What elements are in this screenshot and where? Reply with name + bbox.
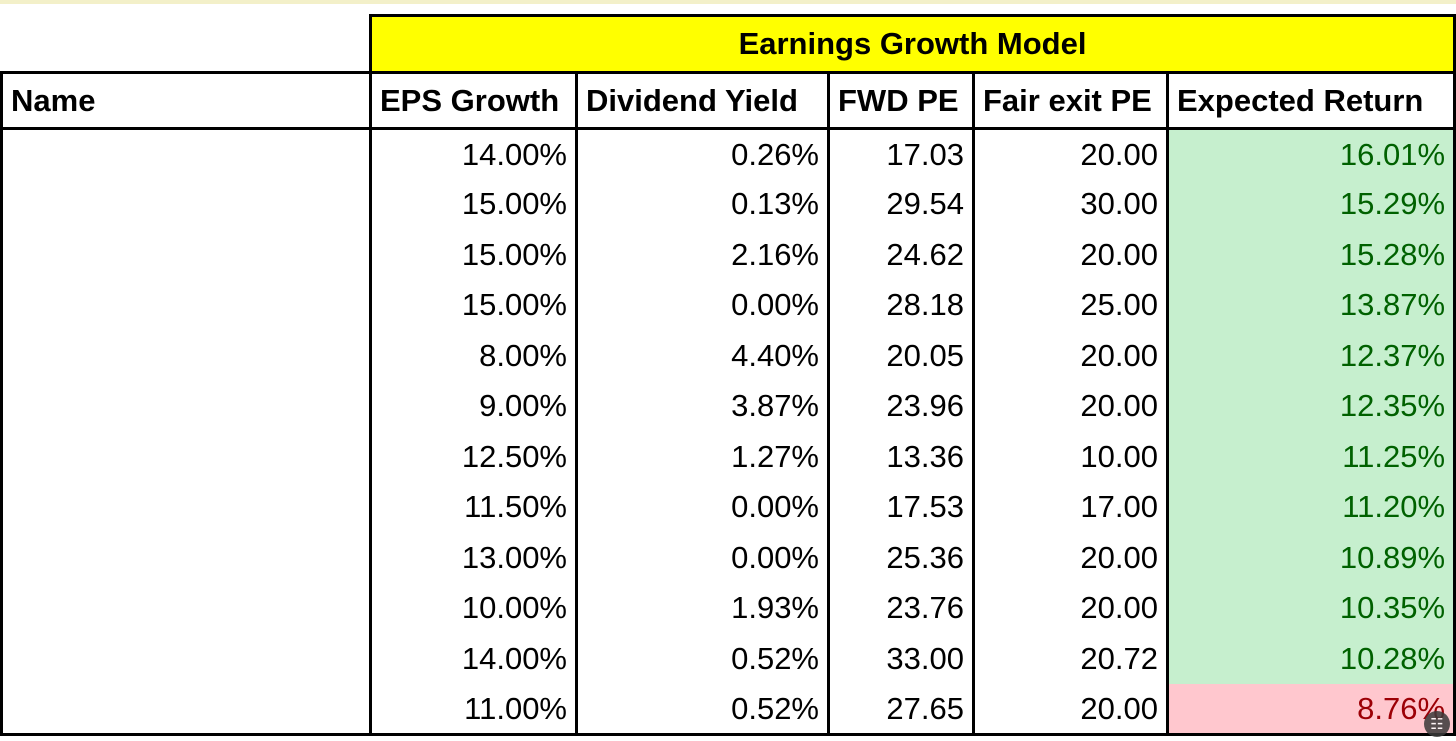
header-row: Name EPS Growth Dividend Yield FWD PE Fa… (0, 71, 1456, 130)
cell-name[interactable] (0, 633, 372, 684)
header-name[interactable]: Name (0, 71, 372, 130)
cell-expected-return[interactable]: 12.35% (1165, 381, 1456, 432)
table-row: 15.00% 0.00% 28.18 25.00 13.87% (0, 280, 1456, 331)
cell-dividend-yield[interactable]: 1.93% (575, 583, 830, 634)
cell-name[interactable] (0, 532, 372, 583)
cell-name[interactable] (0, 179, 372, 230)
cell-name[interactable] (0, 684, 372, 736)
table-row: 11.50% 0.00% 17.53 17.00 11.20% (0, 482, 1456, 533)
cell-fwd-pe[interactable]: 24.62 (827, 229, 975, 280)
title-row: Earnings Growth Model (1, 14, 1456, 74)
cell-eps-growth[interactable]: 8.00% (369, 330, 578, 381)
cell-fair-exit-pe[interactable]: 20.00 (972, 229, 1169, 280)
cell-dividend-yield[interactable]: 0.13% (575, 179, 830, 230)
cell-fair-exit-pe[interactable]: 20.00 (972, 128, 1169, 179)
cell-name[interactable] (0, 482, 372, 533)
table-row: 10.00% 1.93% 23.76 20.00 10.35% (0, 583, 1456, 634)
cell-eps-growth[interactable]: 15.00% (369, 229, 578, 280)
cell-eps-growth[interactable]: 15.00% (369, 179, 578, 230)
cell-dividend-yield[interactable]: 1.27% (575, 431, 830, 482)
table-row: 15.00% 0.13% 29.54 30.00 15.29% (0, 179, 1456, 230)
cell-expected-return[interactable]: 8.76% (1165, 684, 1456, 736)
cell-fair-exit-pe[interactable]: 20.00 (972, 684, 1169, 736)
cell-fair-exit-pe[interactable]: 17.00 (972, 482, 1169, 533)
cell-expected-return[interactable]: 11.25% (1165, 431, 1456, 482)
cell-expected-return[interactable]: 11.20% (1165, 482, 1456, 533)
cell-name[interactable] (0, 583, 372, 634)
cell-fwd-pe[interactable]: 23.76 (827, 583, 975, 634)
table-row: 11.00% 0.52% 27.65 20.00 8.76% (0, 684, 1456, 736)
cell-fair-exit-pe[interactable]: 20.00 (972, 583, 1169, 634)
cell-eps-growth[interactable]: 15.00% (369, 280, 578, 331)
table-row: 15.00% 2.16% 24.62 20.00 15.28% (0, 229, 1456, 280)
cell-fair-exit-pe[interactable]: 10.00 (972, 431, 1169, 482)
cell-fwd-pe[interactable]: 20.05 (827, 330, 975, 381)
cell-eps-growth[interactable]: 11.00% (369, 684, 578, 736)
cell-expected-return[interactable]: 12.37% (1165, 330, 1456, 381)
cell-eps-growth[interactable]: 13.00% (369, 532, 578, 583)
cell-expected-return[interactable]: 15.28% (1165, 229, 1456, 280)
top-divider (0, 0, 1456, 4)
cell-name[interactable] (0, 229, 372, 280)
header-expected-return[interactable]: Expected Return (1165, 71, 1456, 130)
cell-name[interactable] (0, 381, 372, 432)
cell-name[interactable] (0, 431, 372, 482)
header-eps-growth[interactable]: EPS Growth (369, 71, 578, 130)
cell-dividend-yield[interactable]: 3.87% (575, 381, 830, 432)
cell-expected-return[interactable]: 15.29% (1165, 179, 1456, 230)
earnings-growth-table: Earnings Growth Model Name EPS Growth Di… (0, 14, 1456, 736)
cell-dividend-yield[interactable]: 0.00% (575, 280, 830, 331)
cell-fwd-pe[interactable]: 28.18 (827, 280, 975, 331)
cell-fwd-pe[interactable]: 27.65 (827, 684, 975, 736)
table-body: 14.00% 0.26% 17.03 20.00 16.01% 15.00% 0.13% 29… (0, 128, 1456, 736)
cell-fair-exit-pe[interactable]: 20.00 (972, 532, 1169, 583)
table-title[interactable]: Earnings Growth Model (368, 14, 1456, 74)
cell-fair-exit-pe[interactable]: 20.00 (972, 330, 1169, 381)
cell-eps-growth[interactable]: 14.00% (369, 128, 578, 179)
header-fwd-pe[interactable]: FWD PE (827, 71, 975, 130)
cell-name[interactable] (0, 280, 372, 331)
cell-fwd-pe[interactable]: 25.36 (827, 532, 975, 583)
header-fair-exit-pe[interactable]: Fair exit PE (972, 71, 1169, 130)
table-row: 14.00% 0.26% 17.03 20.00 16.01% (0, 128, 1456, 179)
title-blank-cell (1, 15, 371, 73)
cell-fwd-pe[interactable]: 23.96 (827, 381, 975, 432)
cell-expected-return[interactable]: 10.89% (1165, 532, 1456, 583)
cell-fwd-pe[interactable]: 17.53 (827, 482, 975, 533)
cell-expected-return[interactable]: 16.01% (1165, 128, 1456, 179)
cell-eps-growth[interactable]: 14.00% (369, 633, 578, 684)
table-row: 13.00% 0.00% 25.36 20.00 10.89% (0, 532, 1456, 583)
cell-expected-return[interactable]: 10.35% (1165, 583, 1456, 634)
cell-fwd-pe[interactable]: 17.03 (827, 128, 975, 179)
cell-dividend-yield[interactable]: 0.52% (575, 633, 830, 684)
table-row: 9.00% 3.87% 23.96 20.00 12.35% (0, 381, 1456, 432)
cell-eps-growth[interactable]: 10.00% (369, 583, 578, 634)
header-dividend-yield[interactable]: Dividend Yield (575, 71, 830, 130)
cell-fwd-pe[interactable]: 13.36 (827, 431, 975, 482)
cell-fair-exit-pe[interactable]: 20.00 (972, 381, 1169, 432)
chat-bubble-icon[interactable]: ☷ (1424, 711, 1450, 737)
table-row: 8.00% 4.40% 20.05 20.00 12.37% (0, 330, 1456, 381)
cell-expected-return[interactable]: 10.28% (1165, 633, 1456, 684)
cell-eps-growth[interactable]: 9.00% (369, 381, 578, 432)
cell-dividend-yield[interactable]: 0.26% (575, 128, 830, 179)
cell-fair-exit-pe[interactable]: 25.00 (972, 280, 1169, 331)
cell-fwd-pe[interactable]: 33.00 (827, 633, 975, 684)
cell-fair-exit-pe[interactable]: 20.72 (972, 633, 1169, 684)
cell-name[interactable] (0, 330, 372, 381)
cell-name[interactable] (0, 128, 372, 179)
cell-eps-growth[interactable]: 11.50% (369, 482, 578, 533)
cell-dividend-yield[interactable]: 0.00% (575, 482, 830, 533)
cell-dividend-yield[interactable]: 4.40% (575, 330, 830, 381)
cell-expected-return[interactable]: 13.87% (1165, 280, 1456, 331)
cell-dividend-yield[interactable]: 2.16% (575, 229, 830, 280)
cell-dividend-yield[interactable]: 0.00% (575, 532, 830, 583)
table-row: 12.50% 1.27% 13.36 10.00 11.25% (0, 431, 1456, 482)
cell-fair-exit-pe[interactable]: 30.00 (972, 179, 1169, 230)
cell-eps-growth[interactable]: 12.50% (369, 431, 578, 482)
cell-dividend-yield[interactable]: 0.52% (575, 684, 830, 736)
table-row: 14.00% 0.52% 33.00 20.72 10.28% (0, 633, 1456, 684)
cell-fwd-pe[interactable]: 29.54 (827, 179, 975, 230)
